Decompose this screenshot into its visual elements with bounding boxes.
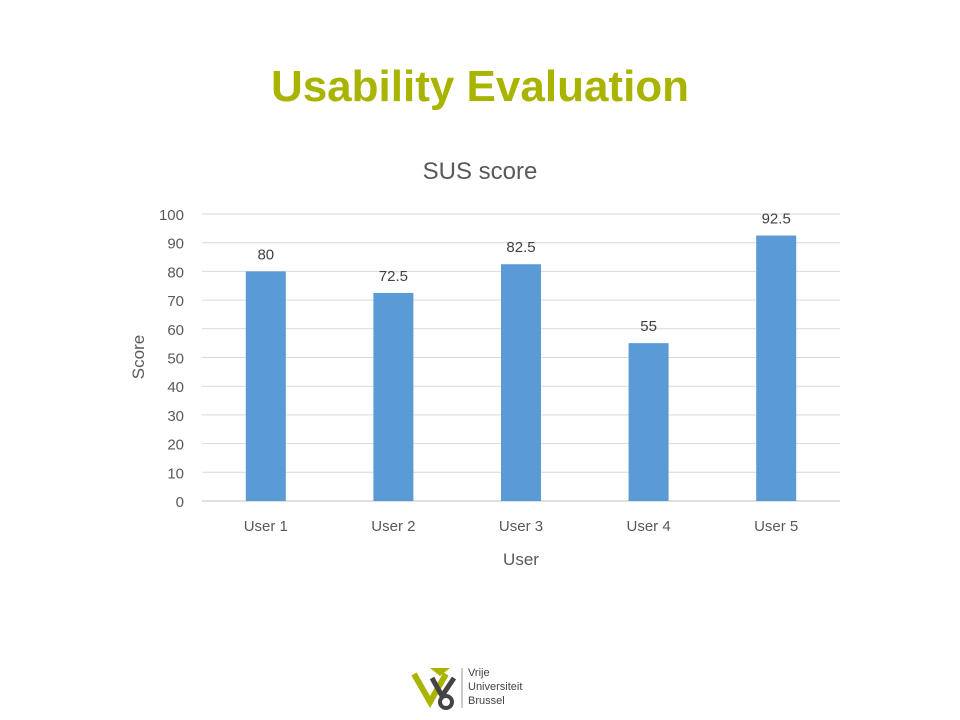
university-logo: Vrije Universiteit Brussel <box>410 662 560 712</box>
logo-line-3: Brussel <box>468 695 505 707</box>
data-label: 92.5 <box>762 211 791 228</box>
x-tick-label: User 2 <box>371 518 415 535</box>
bar-3 <box>501 264 541 501</box>
y-tick-label: 20 <box>167 437 184 454</box>
y-tick-label: 40 <box>167 379 184 396</box>
y-tick-label: 10 <box>167 465 184 482</box>
y-tick-label: 30 <box>167 408 184 425</box>
y-tick-label: 100 <box>159 207 184 224</box>
chart-title: SUS score <box>423 158 538 185</box>
y-tick-label: 60 <box>167 322 184 339</box>
bar-1 <box>245 271 286 501</box>
x-tick-label: User 5 <box>754 518 798 535</box>
x-axis-title: User <box>503 550 539 569</box>
y-tick-label: 50 <box>167 351 184 368</box>
bar-2 <box>373 292 414 501</box>
y-tick-label: 70 <box>167 293 184 310</box>
logo-wordmark: Vrije Universiteit Brussel <box>468 666 522 708</box>
slide-title: Usability Evaluation <box>270 62 690 111</box>
logo-line-1: Vrije <box>468 667 490 679</box>
x-tick-label: User 4 <box>627 518 671 535</box>
vub-logo-icon <box>411 668 463 710</box>
data-label: 82.5 <box>506 239 535 256</box>
bar-5 <box>756 235 797 501</box>
y-tick-label: 0 <box>176 494 184 511</box>
x-tick-label: User 3 <box>499 518 543 535</box>
data-label: 55 <box>640 318 657 335</box>
y-axis-title: Score <box>129 335 148 379</box>
x-tick-label: User 1 <box>244 518 288 535</box>
bar-4 <box>628 343 669 501</box>
y-tick-label: 80 <box>167 264 184 281</box>
data-label: 80 <box>257 246 274 263</box>
logo-line-2: Universiteit <box>468 681 523 693</box>
data-label: 72.5 <box>379 268 408 285</box>
y-tick-label: 90 <box>167 236 184 253</box>
